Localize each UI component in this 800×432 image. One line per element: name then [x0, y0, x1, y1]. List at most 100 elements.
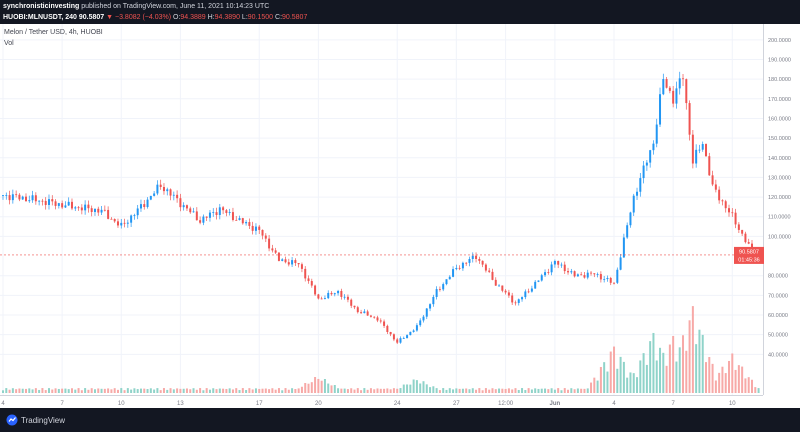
- candle-body: [287, 262, 290, 265]
- volume-bar: [458, 388, 461, 393]
- close-label: C:: [275, 14, 283, 21]
- candle-body: [642, 165, 645, 179]
- tradingview-brand[interactable]: TradingView: [6, 414, 65, 426]
- price-tick-label: 100.0000: [768, 234, 791, 240]
- candle-body: [51, 199, 54, 202]
- candle-body: [708, 156, 711, 176]
- candle-body: [320, 298, 323, 300]
- volume-bar: [557, 388, 560, 393]
- candle-body: [402, 338, 405, 339]
- price-label-value: 90.5807: [739, 249, 759, 255]
- price-tick-label: 60.0000: [768, 313, 788, 319]
- candle-body: [291, 260, 294, 265]
- volume-bar: [84, 388, 87, 393]
- volume-bar: [419, 383, 422, 393]
- volume-bar: [672, 336, 675, 393]
- price-chart[interactable]: 200.0000 190.0000 180.0000 170.0000 160.0000…: [0, 24, 800, 408]
- volume-bar: [261, 388, 264, 393]
- volume-legend[interactable]: Vol: [4, 40, 14, 47]
- candle-body: [192, 211, 195, 213]
- price-change: ▼ −3.8082 (−4.03%): [106, 14, 172, 21]
- candle-body: [744, 233, 747, 243]
- volume-bar: [573, 389, 576, 393]
- candle-body: [307, 278, 310, 282]
- volume-bar: [212, 388, 215, 393]
- volume-bar: [287, 389, 290, 393]
- candle-body: [123, 222, 126, 224]
- candle-body: [718, 189, 721, 201]
- candle-body: [317, 294, 320, 299]
- volume-bar: [435, 388, 438, 393]
- footer-bar: TradingView: [0, 408, 800, 432]
- publisher-name[interactable]: synchronisticinvesting: [3, 3, 80, 10]
- candle-body: [110, 218, 113, 220]
- volume-bar: [484, 388, 487, 393]
- price-axis[interactable]: 200.0000 190.0000 180.0000 170.0000 160.0000…: [768, 38, 791, 359]
- volume-bar: [629, 372, 632, 393]
- candle-body: [238, 218, 241, 220]
- candle-body: [116, 221, 119, 226]
- volume-bar: [544, 388, 547, 393]
- candle-body: [300, 264, 303, 269]
- volume-bar: [70, 388, 73, 393]
- candle-body: [557, 260, 560, 265]
- candle-body: [61, 203, 64, 208]
- volume-bar: [734, 369, 737, 393]
- candle-body: [662, 79, 665, 95]
- time-tick-label: 13: [177, 401, 184, 407]
- volume-bar: [415, 380, 418, 393]
- volume-bar: [445, 389, 448, 393]
- volume-bar: [721, 366, 724, 393]
- volume-bar: [268, 389, 271, 393]
- candle-body: [360, 312, 363, 314]
- volume-bar: [695, 344, 698, 393]
- volume-bar: [153, 389, 156, 393]
- time-tick-label: 27: [453, 401, 460, 407]
- candle-body: [90, 208, 93, 212]
- candle-body: [284, 259, 287, 263]
- volume-bar: [685, 350, 688, 393]
- price-tick-label: 50.0000: [768, 333, 788, 339]
- candle-body: [494, 279, 497, 286]
- volume-bar: [741, 366, 744, 393]
- candle-body: [659, 94, 662, 125]
- candle-body: [544, 272, 547, 276]
- time-tick-label: 7: [671, 401, 675, 407]
- volume-bar: [146, 389, 149, 393]
- candle-body: [373, 316, 376, 318]
- volume-bar: [28, 388, 31, 393]
- volume-bar: [659, 347, 662, 393]
- volume-bar: [383, 388, 386, 393]
- volume-bar: [67, 389, 70, 393]
- candle-body: [363, 311, 366, 314]
- candle-body: [734, 212, 737, 225]
- candle-body: [139, 204, 142, 209]
- volume-bar: [392, 388, 395, 393]
- candle-body: [406, 335, 409, 339]
- volume-bar: [452, 389, 455, 393]
- candle-body: [580, 274, 583, 276]
- candle-body: [235, 219, 238, 221]
- candle-body: [442, 284, 445, 290]
- candle-body: [310, 281, 313, 286]
- candle-body: [590, 272, 593, 274]
- volume-bar: [662, 352, 665, 393]
- candle-body: [504, 290, 507, 293]
- time-axis[interactable]: 4 7 10 13 17 20 24 27 12:00 Jun 4 7 10: [1, 401, 736, 407]
- candle-body: [507, 292, 510, 296]
- candle-body: [195, 211, 198, 221]
- volume-bar: [583, 388, 586, 393]
- volume-bar: [429, 387, 432, 393]
- series-legend[interactable]: Melon / Tether USD, 4h, HUOBI: [4, 29, 103, 36]
- candle-body: [534, 281, 537, 289]
- candle-body: [399, 338, 402, 343]
- volume-bar: [521, 388, 524, 393]
- candle-body: [84, 204, 87, 211]
- volume-bar: [593, 377, 596, 393]
- candle-body: [698, 149, 701, 151]
- candle-body: [471, 255, 474, 260]
- candle-body: [629, 212, 632, 226]
- candle-body: [665, 79, 668, 88]
- candle-body: [527, 291, 530, 293]
- candle-body: [136, 208, 139, 216]
